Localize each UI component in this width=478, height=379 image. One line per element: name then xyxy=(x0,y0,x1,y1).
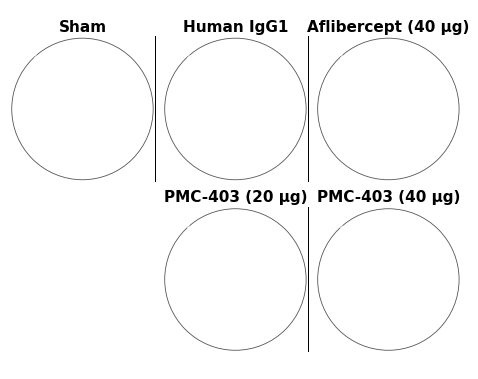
Circle shape xyxy=(394,71,406,83)
Text: [G2]: [G2] xyxy=(169,47,193,57)
Circle shape xyxy=(226,270,245,289)
Circle shape xyxy=(357,233,385,262)
Circle shape xyxy=(226,229,245,248)
Circle shape xyxy=(204,299,223,318)
Circle shape xyxy=(346,66,379,99)
Circle shape xyxy=(244,70,270,96)
Circle shape xyxy=(380,225,425,270)
Circle shape xyxy=(76,93,89,107)
Circle shape xyxy=(228,273,242,287)
Text: [G5]: [G5] xyxy=(322,218,346,227)
Circle shape xyxy=(210,305,217,312)
Circle shape xyxy=(356,135,363,142)
Circle shape xyxy=(232,103,239,110)
Circle shape xyxy=(385,276,392,283)
Circle shape xyxy=(337,116,381,161)
Circle shape xyxy=(386,63,414,91)
Circle shape xyxy=(402,119,439,157)
Circle shape xyxy=(194,290,233,328)
Circle shape xyxy=(79,97,86,104)
Circle shape xyxy=(355,75,369,90)
Title: Aflibercept (40 μg): Aflibercept (40 μg) xyxy=(307,20,469,35)
Circle shape xyxy=(381,99,395,113)
Circle shape xyxy=(185,48,242,106)
Circle shape xyxy=(232,57,283,108)
Circle shape xyxy=(395,113,446,164)
Circle shape xyxy=(413,130,429,146)
Circle shape xyxy=(381,58,419,96)
Circle shape xyxy=(190,115,222,147)
Circle shape xyxy=(416,134,424,142)
Circle shape xyxy=(73,91,92,110)
Title: PMC-403 (20 μg): PMC-403 (20 μg) xyxy=(163,190,307,205)
Circle shape xyxy=(396,240,410,255)
Circle shape xyxy=(348,127,370,149)
Circle shape xyxy=(253,78,261,87)
Circle shape xyxy=(207,302,220,315)
Circle shape xyxy=(201,126,211,136)
Circle shape xyxy=(229,106,293,170)
Circle shape xyxy=(221,225,250,253)
Circle shape xyxy=(379,270,398,289)
Circle shape xyxy=(228,99,242,113)
Circle shape xyxy=(196,121,217,141)
Circle shape xyxy=(387,231,419,264)
Circle shape xyxy=(249,75,265,91)
Title: Human IgG1: Human IgG1 xyxy=(183,20,288,35)
Circle shape xyxy=(221,92,250,120)
Circle shape xyxy=(229,233,241,245)
Circle shape xyxy=(209,72,218,81)
Circle shape xyxy=(392,236,414,258)
Circle shape xyxy=(365,241,377,254)
Circle shape xyxy=(232,276,239,283)
Text: [G4]: [G4] xyxy=(169,218,193,227)
Circle shape xyxy=(239,64,276,101)
Circle shape xyxy=(379,96,398,116)
Circle shape xyxy=(352,228,390,267)
Circle shape xyxy=(385,103,392,110)
Circle shape xyxy=(361,238,380,257)
Title: PMC-403 (40 μg): PMC-403 (40 μg) xyxy=(317,190,460,205)
Circle shape xyxy=(68,86,97,114)
Circle shape xyxy=(408,125,433,151)
Title: Sham: Sham xyxy=(58,20,107,35)
Text: [G3]: [G3] xyxy=(322,47,346,57)
Circle shape xyxy=(257,133,267,143)
Circle shape xyxy=(239,115,285,161)
Circle shape xyxy=(400,244,406,251)
Circle shape xyxy=(397,74,403,80)
Circle shape xyxy=(199,63,228,91)
Circle shape xyxy=(199,295,228,323)
Circle shape xyxy=(216,219,255,258)
Text: [G1]: [G1] xyxy=(16,47,40,57)
Circle shape xyxy=(352,131,366,145)
Circle shape xyxy=(226,96,245,116)
Circle shape xyxy=(183,108,229,154)
Circle shape xyxy=(221,266,250,293)
Circle shape xyxy=(174,99,239,163)
Circle shape xyxy=(193,56,235,98)
Circle shape xyxy=(251,128,272,148)
Circle shape xyxy=(340,60,385,105)
Circle shape xyxy=(232,236,239,242)
Circle shape xyxy=(343,122,376,155)
Circle shape xyxy=(368,244,374,251)
Circle shape xyxy=(374,92,402,120)
Circle shape xyxy=(351,72,373,94)
Circle shape xyxy=(381,273,395,287)
Circle shape xyxy=(246,122,278,154)
Circle shape xyxy=(374,266,402,293)
Circle shape xyxy=(358,79,366,86)
Circle shape xyxy=(391,67,410,86)
Circle shape xyxy=(205,68,223,86)
